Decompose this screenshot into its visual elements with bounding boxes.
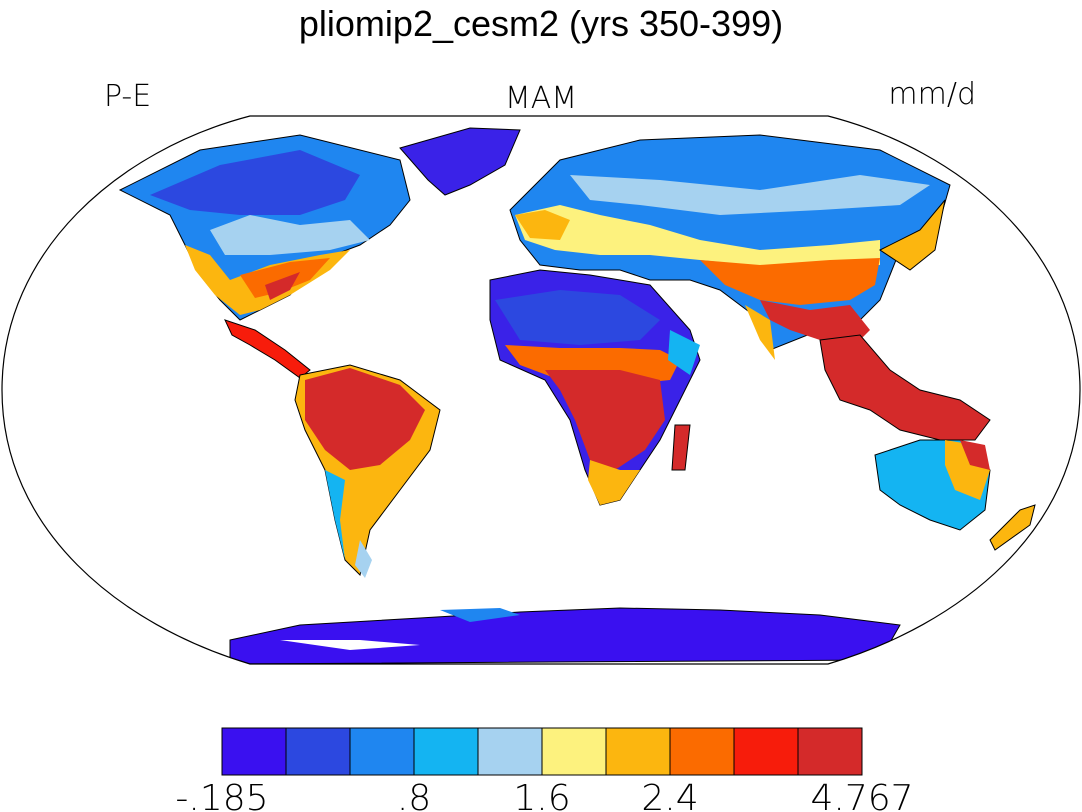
colorbar-swatch <box>221 727 287 776</box>
colorbar-tick-label: .8 <box>397 778 431 812</box>
map-outline <box>1 115 1081 665</box>
colorbar-swatch <box>605 727 671 776</box>
plot-title: pliomip2_cesm2 (yrs 350-399) <box>299 3 783 44</box>
colorbar-swatch <box>797 727 863 776</box>
south-america-region <box>294 364 441 578</box>
map-panel <box>2 116 1080 664</box>
greenland-region <box>399 127 521 196</box>
season-label: MAM <box>505 81 577 116</box>
colorbar-swatch <box>733 727 799 776</box>
colorbar-tick-label: 1.6 <box>513 778 570 812</box>
variable-label: P-E <box>104 79 151 114</box>
eurasia-region <box>509 134 951 360</box>
colorbar-swatch <box>285 727 351 776</box>
colorbar: -.185 .8 1.6 2.4 4.767 <box>175 727 914 812</box>
colorbar-swatch <box>477 727 543 776</box>
colorbar-swatch <box>669 727 735 776</box>
new-zealand-region <box>989 504 1036 551</box>
colorbar-tick-label: 4.767 <box>810 778 913 812</box>
north-america-region <box>118 134 411 379</box>
colorbar-tick-label: 2.4 <box>641 778 698 812</box>
colorbar-swatch <box>413 727 479 776</box>
africa-region <box>489 269 701 506</box>
antarctica-region <box>229 607 901 664</box>
colorbar-swatch <box>541 727 607 776</box>
australia-region <box>874 439 991 531</box>
colorbar-tick-label: -.185 <box>175 778 268 812</box>
units-label: mm/d <box>888 77 976 112</box>
maritime-continent-region <box>819 334 991 441</box>
colorbar-swatch <box>349 727 415 776</box>
